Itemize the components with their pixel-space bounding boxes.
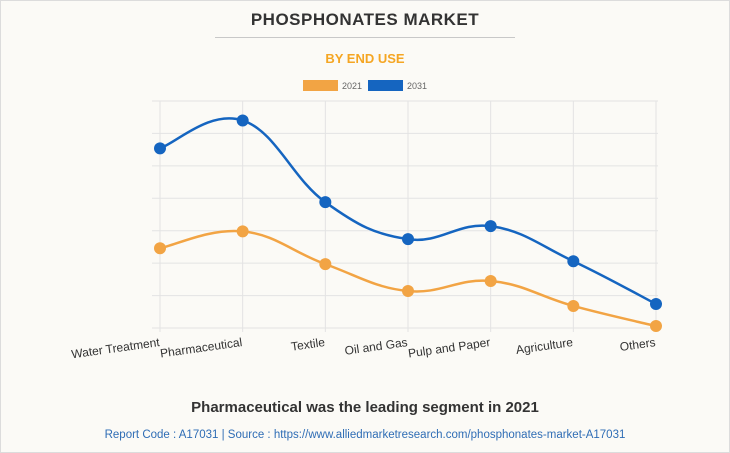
data-point-2021 — [650, 320, 662, 333]
x-tick-label: Agriculture — [515, 335, 574, 357]
x-tick-label: Textile — [290, 335, 326, 354]
x-tick-label: Pulp and Paper — [407, 335, 491, 360]
legend-swatch-2031 — [368, 80, 403, 91]
legend-label-2031: 2031 — [407, 80, 428, 91]
chart-subtitle: BY END USE — [325, 51, 405, 66]
legend-swatch-2021 — [302, 80, 338, 91]
data-point-2021 — [567, 299, 580, 312]
data-point-2031 — [650, 298, 662, 311]
legend: 2021 2031 — [0, 80, 730, 91]
data-point-2031 — [567, 255, 580, 268]
legend-item-2031[interactable]: 2031 — [368, 80, 427, 91]
data-point-2021 — [402, 285, 414, 298]
chart-title: PHOSPHONATES MARKET — [250, 10, 480, 29]
report-source-footer: Report Code : A17031 | Source : https://… — [104, 429, 626, 441]
data-point-2021 — [319, 258, 332, 271]
data-point-2031 — [154, 142, 166, 155]
data-point-2031 — [402, 233, 414, 246]
data-point-2031 — [319, 196, 332, 209]
data-point-2031 — [236, 114, 249, 127]
x-tick-label: Water Treatment — [70, 335, 161, 361]
x-tick-label: Pharmaceutical — [159, 335, 243, 360]
chart-caption: Pharmaceutical was the leading segment i… — [191, 399, 539, 416]
data-point-2031 — [484, 220, 497, 233]
legend-label-2021: 2021 — [341, 80, 362, 91]
data-point-2021 — [484, 274, 497, 287]
legend-item-2021[interactable]: 2021 — [302, 80, 362, 91]
data-point-2021 — [236, 225, 249, 238]
x-tick-label: Oil and Gas — [344, 335, 409, 358]
title-divider — [215, 37, 515, 38]
data-point-2021 — [154, 242, 166, 255]
x-tick-label: Others — [619, 335, 657, 354]
